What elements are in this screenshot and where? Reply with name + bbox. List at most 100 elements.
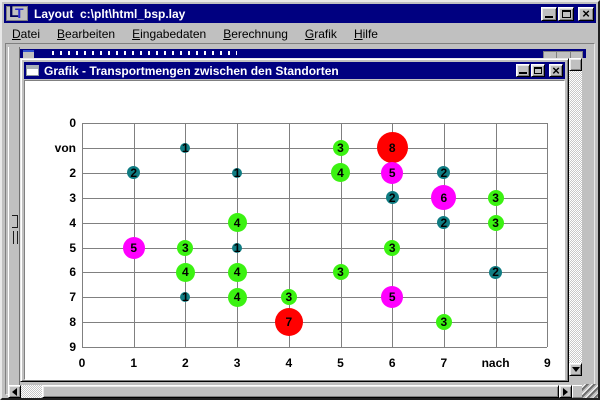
arrow-right-icon <box>563 387 572 396</box>
minimize-button[interactable] <box>541 6 557 21</box>
grafik-minimize-button[interactable] <box>516 64 530 77</box>
menu-bar: Datei Bearbeiten Eingabedaten Berechnung Gra… <box>5 25 595 42</box>
grafik-close-button[interactable]: × <box>549 64 563 77</box>
close-icon: × <box>552 62 560 78</box>
data-point: 3 <box>280 289 297 306</box>
data-point: 1 <box>232 165 243 180</box>
grafik-window-icon <box>26 65 39 76</box>
minimize-icon <box>545 15 553 18</box>
data-point: 5 <box>122 236 145 259</box>
scrollbar-track[interactable] <box>21 385 42 398</box>
x-axis-tick-label: 4 <box>285 356 293 371</box>
logo-letter-t: T <box>15 5 24 21</box>
y-axis-tick-label: 2 <box>69 165 76 180</box>
grafik-titlebar[interactable]: Grafik - Transportmengen zwischen den St… <box>24 62 565 79</box>
data-point: 2 <box>489 265 503 279</box>
background-window-controls <box>543 51 583 58</box>
menu-item-bearbeiten[interactable]: Bearbeiten <box>57 26 116 41</box>
scroll-down-button[interactable] <box>569 363 582 376</box>
data-point: 4 <box>227 287 247 307</box>
gridline-vertical <box>392 123 394 348</box>
data-point: 5 <box>381 161 404 184</box>
data-point: 2 <box>437 166 451 180</box>
menu-item-eingabedaten[interactable]: Eingabedaten <box>132 26 207 41</box>
data-point: 3 <box>487 214 504 231</box>
y-axis-tick-label: 8 <box>69 315 76 330</box>
background-window-titlebar-sliver <box>20 49 586 58</box>
scroll-right-button[interactable] <box>559 385 572 398</box>
gridline-vertical <box>443 123 445 348</box>
arrow-left-icon <box>8 387 17 396</box>
menu-item-grafik[interactable]: Grafik <box>304 26 337 41</box>
data-point: 3 <box>487 189 504 206</box>
scroll-left-button[interactable] <box>8 385 21 398</box>
data-point: 1 <box>180 140 191 155</box>
grafik-window: Grafik - Transportmengen zwischen den St… <box>20 58 569 382</box>
gridline-vertical <box>340 123 342 348</box>
gridline-vertical <box>288 123 290 348</box>
scroll-up-button[interactable] <box>569 58 582 71</box>
gridline-vertical <box>237 123 239 348</box>
gridline-horizontal <box>82 347 548 349</box>
menu-item-hilfe[interactable]: Hilfe <box>353 26 378 41</box>
logo-letter-l: L <box>9 4 19 21</box>
x-axis-tick-label: 7 <box>440 356 448 371</box>
x-axis-tick-label: 1 <box>130 356 138 371</box>
x-axis-tick-label: 0 <box>78 356 86 371</box>
grafik-maximize-button[interactable] <box>531 64 545 77</box>
window-title: Layout c:\plt\html_bsp.lay <box>34 6 186 21</box>
gridline-horizontal <box>82 222 548 224</box>
resize-grip-icon[interactable] <box>582 384 598 398</box>
gridline-horizontal <box>82 123 548 124</box>
x-axis-tick-label: 3 <box>233 356 241 371</box>
data-point: 1 <box>232 240 243 255</box>
gridline-horizontal <box>82 172 548 174</box>
scrollbar-thumb[interactable] <box>42 385 559 398</box>
gridline-vertical <box>133 123 135 348</box>
menu-item-berechnung[interactable]: Berechnung <box>223 26 288 41</box>
data-point: 1 <box>180 290 191 305</box>
y-axis-tick-label: von <box>54 140 76 155</box>
data-point: 3 <box>435 314 452 331</box>
background-vertical-scrollbar[interactable] <box>569 58 582 376</box>
gridline-horizontal <box>82 147 548 149</box>
data-point: 3 <box>332 139 349 156</box>
x-axis-tick-label: nach <box>481 356 510 371</box>
menu-item-datei[interactable]: Datei <box>12 26 41 41</box>
window-controls: × <box>541 5 594 21</box>
data-point: 3 <box>177 239 194 256</box>
grafik-window-controls: × <box>516 64 563 77</box>
x-axis-tick-label: 9 <box>543 356 551 371</box>
y-axis-tick-label: 7 <box>69 290 76 305</box>
chart-area: 0 0 von 1 2 2 3 3 4 4 5 5 6 6 7 7 8 nach 9 9 1 3 8 2 1 4 5 2 2 6 3 4 2 3 5… <box>25 81 564 379</box>
maximize-button[interactable] <box>558 6 574 21</box>
close-button[interactable]: × <box>578 5 594 21</box>
maximize-icon <box>534 67 542 74</box>
data-point: 7 <box>274 308 303 337</box>
minimize-icon <box>519 72 527 74</box>
grafik-client-area: 0 0 von 1 2 2 3 3 4 4 5 5 6 6 7 7 8 nach 9 9 1 3 8 2 1 4 5 2 2 6 3 4 2 3 5… <box>24 80 565 380</box>
x-axis-tick-label: 5 <box>337 356 344 371</box>
y-axis-tick-label: 5 <box>69 240 76 255</box>
gridline-vertical <box>82 123 83 348</box>
gridline-horizontal <box>82 322 548 324</box>
x-axis-tick-label: 2 <box>182 356 189 371</box>
maximize-icon <box>561 9 571 18</box>
grafik-window-title: Grafik - Transportmengen zwischen den St… <box>44 63 339 78</box>
data-point: 2 <box>127 166 141 180</box>
data-point: 5 <box>381 286 404 309</box>
data-point: 4 <box>227 262 247 282</box>
data-point: 4 <box>175 262 195 282</box>
close-icon: × <box>582 5 590 21</box>
horizontal-scrollbar[interactable] <box>8 385 586 398</box>
x-axis-tick-label: 6 <box>388 356 396 371</box>
y-axis-tick-label: 4 <box>69 215 76 230</box>
gridline-horizontal <box>82 272 548 274</box>
gridline-horizontal <box>82 297 548 299</box>
background-window-icon <box>23 50 34 58</box>
y-axis-tick-label: 3 <box>69 190 76 205</box>
y-axis-tick-label: 6 <box>69 265 76 280</box>
